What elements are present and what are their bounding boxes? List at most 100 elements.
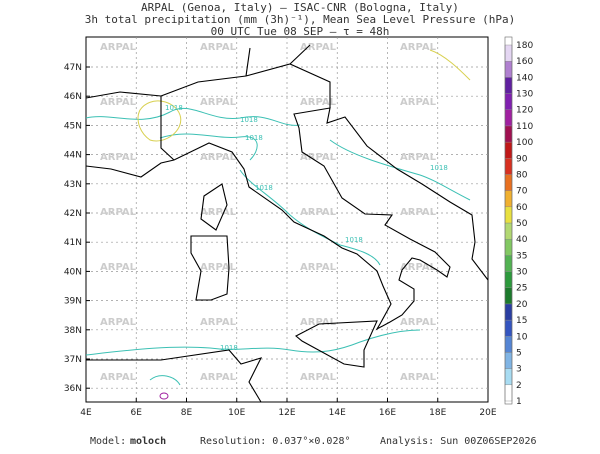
colorbar-band — [504, 93, 513, 110]
colorbar-frame — [504, 36, 513, 405]
isobar-label: 1018 — [240, 116, 258, 124]
colorbar-band — [504, 174, 513, 191]
colorbar-band — [504, 158, 513, 175]
lon-label: 10E — [228, 408, 245, 418]
colorbar-label: 120 — [516, 106, 533, 116]
colorbar-label: 160 — [516, 57, 533, 67]
colorbar-label: 2 — [516, 381, 522, 391]
watermark: ARPAL — [100, 317, 137, 328]
island — [295, 320, 378, 368]
lon-label: 18E — [429, 408, 446, 418]
watermark: ARPAL — [300, 97, 337, 108]
colorbar-label: 25 — [516, 284, 527, 294]
colorbar-band — [504, 141, 513, 159]
lat-label: 46N — [64, 92, 82, 102]
watermark: ARPAL — [300, 152, 337, 163]
lon-label: 8E — [181, 408, 193, 418]
lat-label: 39N — [64, 297, 82, 307]
colorbar-label: 110 — [516, 122, 533, 132]
watermark: ARPAL — [400, 372, 437, 383]
colorbar-label: 10 — [516, 332, 528, 342]
colorbar-label: 130 — [516, 90, 533, 100]
watermark: ARPAL — [100, 152, 137, 163]
watermark: ARPAL — [100, 42, 137, 53]
colorbar-band — [504, 60, 513, 78]
lon-label: 6E — [131, 408, 143, 418]
colorbar-label: 30 — [516, 268, 528, 278]
lat-label: 40N — [64, 267, 82, 277]
watermark: ARPAL — [100, 262, 137, 273]
watermark: ARPAL — [200, 207, 237, 218]
footer-model: moloch — [130, 436, 166, 447]
lon-label: 20E — [479, 408, 496, 418]
lat-label: 43N — [64, 180, 82, 190]
colorbar-band — [504, 255, 513, 272]
watermark: ARPAL — [400, 152, 437, 163]
watermark: ARPAL — [400, 97, 437, 108]
colorbar-band — [504, 125, 513, 143]
colorbar-band — [504, 44, 513, 62]
isobar — [159, 133, 258, 161]
colorbar-label: 15 — [516, 316, 527, 326]
footer-resolution: Resolution: 0.037°×0.028° — [200, 436, 351, 447]
colorbar-band — [504, 206, 513, 224]
colorbar-band — [504, 368, 513, 386]
lat-label: 37N — [64, 355, 82, 365]
colorbar-label: 140 — [516, 73, 533, 83]
colorbar-label: 1 — [516, 397, 522, 407]
footer-analysis: Analysis: Sun 00Z06SEP2026 — [380, 436, 537, 447]
graticule — [85, 37, 489, 402]
lat-label: 38N — [64, 326, 82, 336]
colorbar-label: 40 — [516, 235, 528, 245]
colorbar-band — [504, 352, 513, 369]
lat-labels: 47N 46N 45N 44N 43N 42N 41N 40N 39N 38N 37N 36N — [64, 63, 82, 394]
isobar — [85, 107, 301, 126]
isobar-label: 1018 — [165, 104, 183, 112]
isobar-label: 1018 — [255, 184, 273, 192]
watermark: ARPAL — [200, 262, 237, 273]
header-line: 00 UTC Tue 08 SEP – τ = 48h — [211, 25, 390, 38]
map: ARPAL ARPAL ARPAL ARPAL ARPAL ARPAL ARPAL ARPAL… — [64, 36, 497, 418]
lat-label: 44N — [64, 151, 82, 161]
colorbar-band — [504, 287, 513, 305]
header-line: ARPAL (Genoa, Italy) – ISAC-CNR (Bologna… — [141, 1, 459, 14]
watermark: ARPAL — [200, 317, 237, 328]
precip-contour — [159, 392, 169, 400]
colorbar-label: 5 — [516, 348, 522, 358]
colorbar-label: 3 — [516, 365, 522, 375]
colorbar-label: 60 — [516, 203, 528, 213]
coastline — [85, 107, 489, 331]
colorbar-band — [504, 190, 513, 208]
isobar-label: 1018 — [245, 134, 263, 142]
isobar-label: 1018 — [430, 164, 448, 172]
lon-label: 4E — [80, 408, 92, 418]
watermark: ARPAL — [300, 207, 337, 218]
lat-label: 36N — [64, 384, 82, 394]
colorbar-label: 35 — [516, 251, 527, 261]
watermark: ARPAL — [100, 207, 137, 218]
isobar-label: 1018 — [345, 236, 363, 244]
watermark: ARPAL — [100, 97, 137, 108]
watermark: ARPAL — [400, 42, 437, 53]
lat-label: 45N — [64, 121, 82, 131]
isobar-label: 1018 — [220, 344, 238, 352]
isobar-labels: 1018 1018 1018 1018 1018 1018 1018 — [165, 104, 448, 352]
lon-label: 12E — [278, 408, 295, 418]
colorbar-band — [504, 271, 513, 288]
border — [85, 44, 331, 161]
lat-label: 41N — [64, 238, 82, 248]
footer-label: Model: — [90, 436, 126, 447]
lat-label: 47N — [64, 63, 82, 73]
colorbar-label: 70 — [516, 187, 528, 197]
lon-label: 14E — [329, 408, 346, 418]
colorbar-label: 90 — [516, 154, 528, 164]
isobar — [329, 139, 471, 201]
watermark: ARPAL — [300, 372, 337, 383]
watermark: ARPAL — [400, 317, 437, 328]
watermark: ARPAL — [200, 97, 237, 108]
watermarks: ARPAL ARPAL ARPAL ARPAL ARPAL ARPAL ARPAL ARPAL… — [100, 42, 437, 383]
island — [190, 235, 230, 301]
colorbar-band — [504, 238, 513, 256]
watermark: ARPAL — [100, 372, 137, 383]
